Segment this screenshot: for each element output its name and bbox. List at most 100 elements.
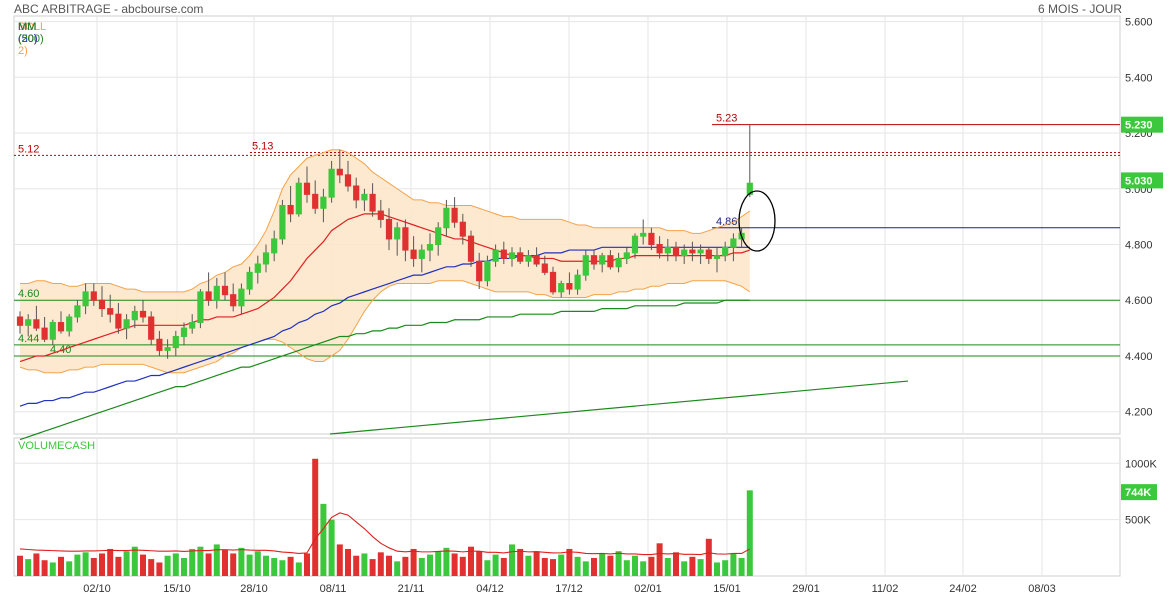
candle-body	[90, 291, 97, 301]
volume-bar	[730, 553, 737, 576]
price-badge-label: 5.030	[1125, 175, 1153, 187]
volume-bar	[107, 548, 114, 576]
candle-body	[156, 338, 163, 351]
candle-body	[566, 283, 573, 290]
volume-badge-label: 744K	[1125, 487, 1151, 499]
highlight-ellipse	[738, 190, 776, 252]
volume-bar	[451, 553, 458, 576]
volume-bar	[705, 538, 712, 576]
candle-body	[672, 246, 680, 257]
volume-bar	[427, 554, 433, 576]
price-badge	[1121, 116, 1163, 133]
volume-bar	[517, 548, 524, 576]
x-tick-label: 15/10	[163, 583, 191, 595]
candle-body	[582, 255, 589, 276]
candle-body	[57, 322, 65, 332]
volume-bar	[295, 562, 302, 576]
volume-bar	[336, 544, 343, 576]
volume-bar	[287, 556, 294, 576]
volume-bar	[566, 548, 573, 576]
candle-body	[648, 232, 655, 246]
candle-body	[689, 249, 696, 254]
x-tick-label: 02/10	[83, 583, 111, 595]
x-tick-label: 21/11	[398, 583, 425, 595]
level-label: 5.12	[18, 143, 39, 155]
volume-bar	[279, 560, 286, 576]
legend-boll: BOLL (20, 2)	[18, 21, 46, 57]
price-frame	[13, 15, 1121, 435]
candle-body	[656, 244, 663, 254]
candle-body	[599, 255, 606, 265]
chart-title: ABC ARBITRAGE - abcbourse.com	[14, 2, 204, 16]
volume-bar	[115, 556, 122, 576]
candle-body	[172, 335, 179, 349]
volume-bar	[394, 561, 401, 576]
candle-body	[123, 319, 130, 329]
candle-body	[394, 227, 401, 240]
volume-bar	[361, 553, 368, 576]
volume-panel	[17, 458, 753, 576]
volume-bar	[681, 561, 688, 576]
volume-bar	[213, 544, 220, 576]
candle-body	[238, 288, 245, 307]
volume-bar	[181, 557, 187, 576]
volume-bar	[738, 557, 745, 576]
candle-body	[197, 291, 204, 324]
volume-bar	[164, 555, 171, 576]
candle-body	[107, 308, 114, 315]
volume-bar	[140, 554, 146, 576]
x-tick-label: 24/02	[949, 583, 977, 595]
volume-bar	[49, 562, 56, 576]
volume-bar	[435, 551, 442, 576]
y-tick-label: 4.400	[1125, 351, 1153, 363]
volume-bar	[640, 561, 647, 576]
period-label: 6 MOIS - JOUR	[1037, 2, 1122, 16]
y-tick-label: 4.600	[1125, 295, 1153, 307]
candle-body	[115, 313, 122, 329]
x-tick-label: 02/01	[634, 583, 662, 595]
level-label: 4.44	[18, 333, 39, 345]
legend-mm20: MM (20)	[18, 21, 38, 45]
candle-body	[615, 257, 622, 268]
volume-bar	[263, 555, 269, 576]
candle-body	[722, 246, 729, 257]
volume-bar	[574, 556, 581, 576]
volume-bar	[74, 554, 81, 576]
candle-body	[246, 271, 253, 290]
volume-bar	[172, 553, 179, 576]
horizontal-levels: 5.12 5.135.234.864.604.444.40	[14, 113, 1120, 357]
x-tick-label: 28/10	[240, 583, 268, 595]
mm50-line	[19, 246, 750, 407]
candle-body	[33, 319, 40, 329]
candle-body	[451, 207, 458, 223]
volume-bar	[443, 547, 450, 576]
volume-bar	[664, 557, 671, 576]
candle-body	[82, 291, 89, 307]
candle-body	[730, 238, 737, 248]
volume-bar	[41, 560, 48, 576]
candle-body	[312, 193, 319, 209]
volume-bar	[345, 548, 351, 576]
candle-body	[410, 249, 417, 259]
x-tick-label: 17/12	[555, 583, 583, 595]
volume-bar	[525, 555, 532, 576]
candle-body	[254, 263, 261, 273]
volume-bar	[632, 555, 638, 576]
volume-bar	[582, 561, 589, 576]
volume-bar	[156, 562, 163, 576]
candle-body	[230, 294, 237, 307]
volume-tick-label: 500K	[1125, 515, 1151, 527]
candle-body	[336, 168, 343, 176]
volume-bar	[500, 557, 507, 576]
candle-body	[320, 196, 327, 209]
volume-bar	[697, 559, 704, 576]
candle-body	[705, 249, 712, 259]
candle-body	[607, 255, 614, 268]
candle-body	[49, 322, 56, 340]
candle-body	[66, 316, 73, 332]
candle-body	[508, 252, 516, 259]
candle-body	[221, 285, 229, 296]
volume-bar	[402, 556, 409, 576]
volume-bar	[615, 551, 622, 576]
